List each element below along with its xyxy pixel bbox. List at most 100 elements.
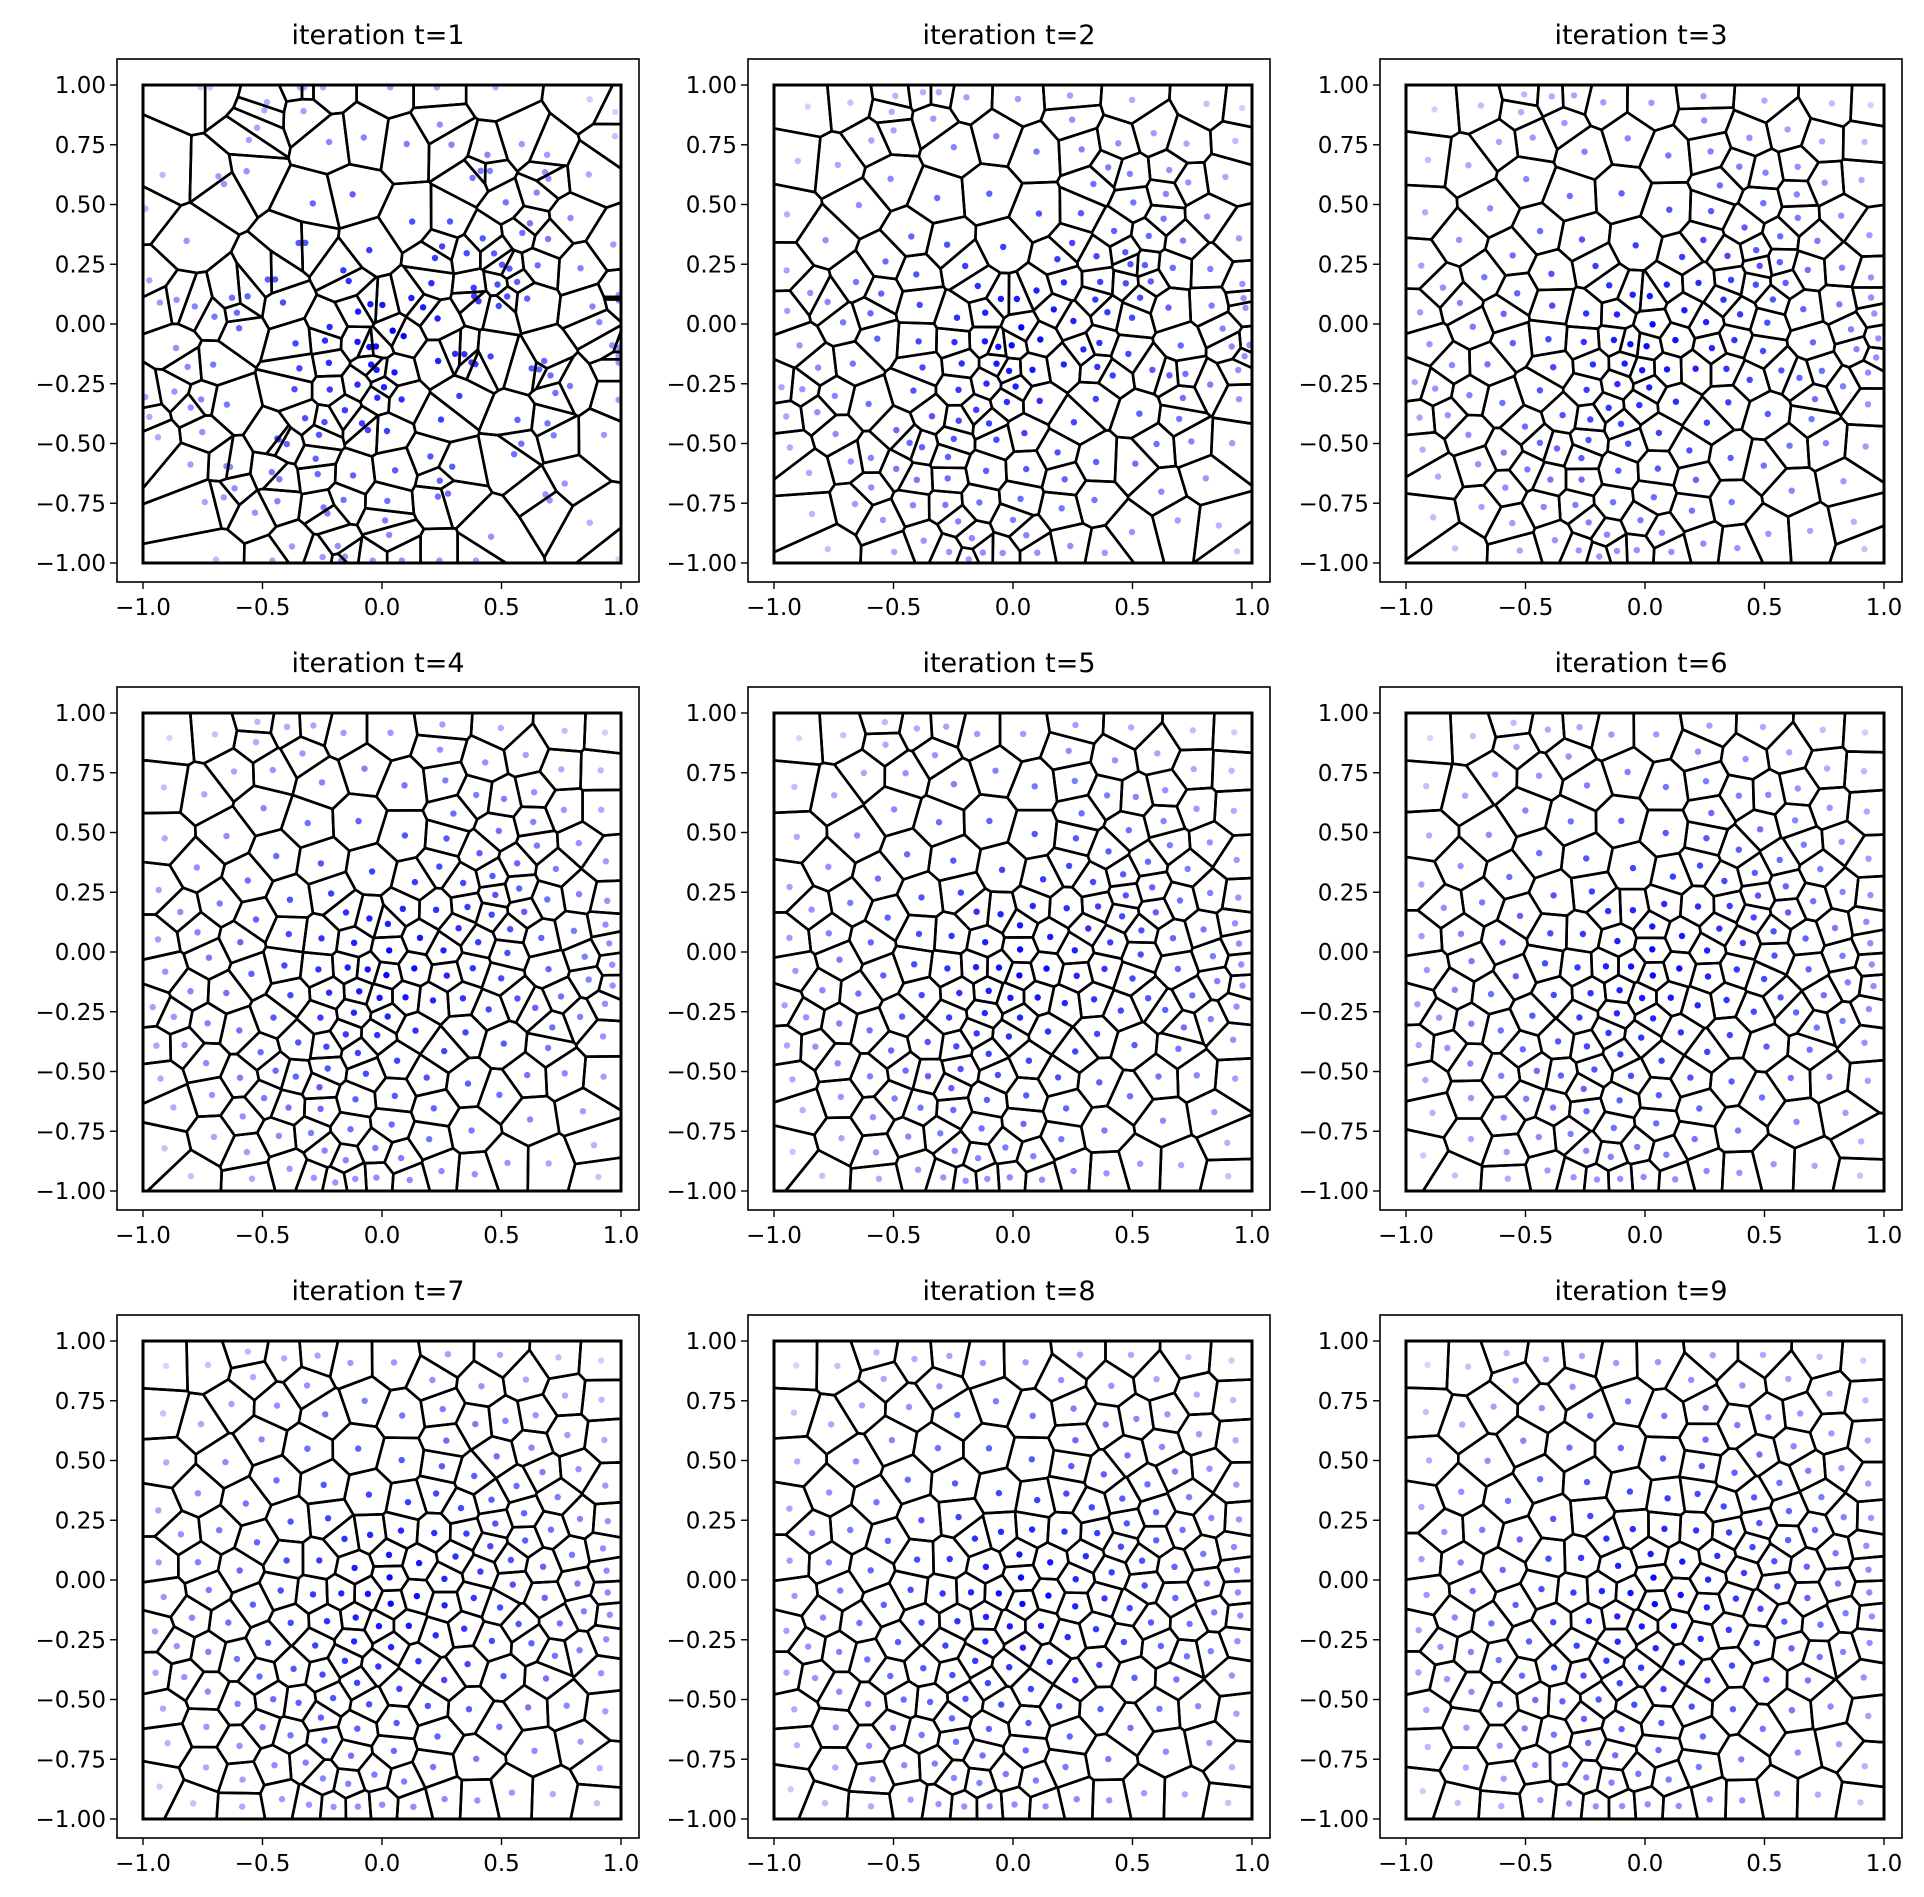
- data-point: [913, 1556, 921, 1563]
- data-point: [1176, 415, 1183, 423]
- data-point: [1467, 1648, 1475, 1656]
- data-point: [1646, 292, 1654, 300]
- data-point: [982, 1638, 989, 1645]
- data-point: [1716, 182, 1724, 189]
- data-point: [834, 161, 842, 169]
- data-point: [847, 99, 854, 106]
- data-point: [1570, 1174, 1577, 1181]
- data-point: [1782, 279, 1789, 287]
- voronoi-cell: [1710, 1611, 1750, 1650]
- data-point: [597, 767, 604, 774]
- data-point: [1012, 383, 1019, 390]
- data-point: [413, 1592, 421, 1600]
- data-point: [1559, 411, 1566, 419]
- data-point: [976, 1779, 983, 1787]
- data-point: [366, 1531, 374, 1539]
- voronoi-cells: [141, 711, 623, 1193]
- data-point: [220, 180, 228, 188]
- voronoi-cell: [246, 208, 305, 273]
- point-group: [778, 89, 1253, 563]
- data-point: [1647, 1550, 1654, 1558]
- data-point: [1867, 102, 1874, 109]
- data-point: [318, 935, 325, 942]
- data-point: [436, 746, 444, 753]
- data-point: [352, 1614, 359, 1621]
- y-tick-label: 1.00: [686, 1329, 737, 1355]
- data-point: [470, 284, 477, 291]
- data-point: [1588, 888, 1596, 895]
- data-point: [1574, 964, 1581, 971]
- data-point: [950, 857, 957, 864]
- data-point: [920, 537, 927, 544]
- data-point: [1016, 972, 1023, 979]
- data-point: [550, 432, 557, 439]
- data-point: [312, 455, 319, 462]
- voronoi-cell: [1524, 1149, 1567, 1193]
- data-point: [1861, 138, 1868, 146]
- data-point: [1172, 1594, 1179, 1602]
- data-point: [611, 133, 619, 140]
- data-point: [1018, 324, 1025, 331]
- data-point: [291, 386, 298, 393]
- data-point: [1043, 965, 1050, 972]
- data-point: [1803, 1563, 1811, 1570]
- data-point: [461, 1625, 468, 1632]
- data-point: [1860, 1357, 1867, 1364]
- data-point: [309, 200, 316, 207]
- data-point: [1811, 1162, 1818, 1170]
- data-point: [606, 940, 613, 947]
- voronoi-cell: [1823, 865, 1860, 914]
- data-point: [1502, 484, 1509, 491]
- voronoi-cell: [1070, 859, 1112, 899]
- data-point: [1813, 1024, 1821, 1031]
- data-point: [223, 401, 231, 408]
- data-point: [1608, 1779, 1615, 1786]
- voronoi-cell: [452, 348, 480, 381]
- data-point: [1155, 1073, 1162, 1080]
- data-point: [524, 1071, 531, 1079]
- data-point: [321, 1147, 328, 1154]
- data-point: [1137, 951, 1144, 958]
- voronoi-cell: [372, 903, 408, 940]
- data-point: [201, 791, 208, 798]
- data-point: [216, 1527, 223, 1534]
- data-point: [554, 1493, 561, 1501]
- data-point: [1072, 721, 1079, 729]
- voronoi-cell: [1041, 1087, 1094, 1128]
- data-point: [1159, 1117, 1167, 1124]
- data-point: [317, 1714, 325, 1721]
- voronoi-cell: [516, 1392, 559, 1435]
- data-point: [1016, 922, 1024, 929]
- data-point: [1655, 1092, 1663, 1099]
- data-point: [390, 1359, 398, 1366]
- data-point: [1788, 487, 1795, 494]
- voronoi-cell: [1147, 827, 1192, 867]
- data-point: [1701, 117, 1708, 124]
- data-point: [455, 925, 462, 932]
- data-point: [1068, 1462, 1075, 1470]
- data-point: [1665, 152, 1672, 159]
- data-point: [882, 258, 889, 265]
- x-tick-label: 1.0: [1234, 1223, 1271, 1249]
- data-point: [424, 1702, 431, 1710]
- data-point: [1703, 1604, 1711, 1611]
- data-point: [541, 1594, 548, 1602]
- data-point: [997, 1528, 1005, 1536]
- data-point: [1688, 1376, 1695, 1384]
- data-point: [415, 1658, 422, 1665]
- data-point: [436, 863, 443, 870]
- data-point: [1537, 1796, 1544, 1804]
- axes-frame: [747, 58, 1271, 583]
- data-point: [601, 729, 609, 736]
- data-point: [1422, 1076, 1429, 1084]
- data-point: [1826, 1073, 1833, 1081]
- data-point: [1418, 932, 1425, 940]
- data-point: [794, 1458, 801, 1465]
- data-point: [1866, 1589, 1873, 1596]
- data-point: [1208, 302, 1215, 309]
- data-point: [805, 469, 813, 477]
- data-point: [911, 961, 918, 968]
- data-point: [1668, 548, 1675, 556]
- data-point: [791, 783, 798, 791]
- x-tick-label: −1.0: [1378, 595, 1434, 621]
